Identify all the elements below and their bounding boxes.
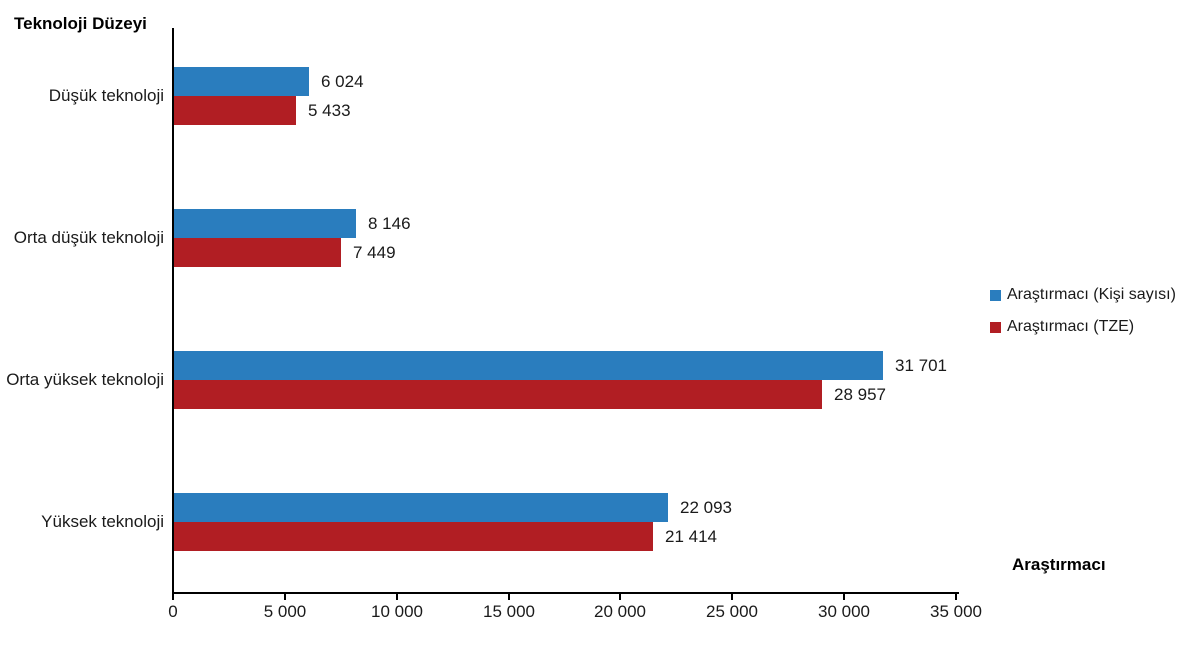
value-label: 22 093 (680, 498, 732, 517)
category-label: Orta düşük teknoloji (13, 228, 164, 247)
legend-swatch-blue-icon (990, 289, 1001, 301)
legend: Araştırmacı (Kişi sayısı) Araştırmacı (T… (990, 285, 1176, 337)
bar-tze (174, 96, 296, 125)
bar-kisi-sayisi (174, 209, 356, 238)
category-label: Orta yüksek teknoloji (6, 370, 164, 389)
bar-tze (174, 522, 653, 551)
x-axis-tick (619, 594, 621, 600)
x-axis-tick (843, 594, 845, 600)
x-axis-title: Araştırmacı (1012, 555, 1106, 574)
bar-tze (174, 238, 341, 267)
x-axis-tick (172, 594, 174, 600)
x-axis-tick (284, 594, 286, 600)
value-label: 6 024 (321, 72, 364, 91)
legend-item-tze: Araştırmacı (TZE) (990, 317, 1176, 337)
value-label: 31 701 (895, 356, 947, 375)
x-axis-tick (396, 594, 398, 600)
bar-kisi-sayisi (174, 493, 668, 522)
x-axis-tick-label: 35 000 (930, 602, 982, 621)
legend-item-kisi-sayisi: Araştırmacı (Kişi sayısı) (990, 285, 1176, 305)
y-axis-line (172, 28, 174, 592)
bar-tze (174, 380, 822, 409)
legend-label-kisi-sayisi: Araştırmacı (Kişi sayısı) (1007, 286, 1176, 303)
x-axis-tick-label: 5 000 (263, 602, 307, 621)
x-axis-tick-label: 20 000 (594, 602, 646, 621)
x-axis-tick (955, 594, 957, 600)
value-label: 28 957 (834, 385, 886, 404)
legend-swatch-red-icon (990, 321, 1001, 333)
x-axis-line (172, 592, 959, 594)
value-label: 8 146 (368, 214, 411, 233)
category-label: Yüksek teknoloji (41, 512, 164, 531)
legend-label-tze: Araştırmacı (TZE) (1007, 318, 1135, 335)
x-axis-tick (731, 594, 733, 600)
x-axis-tick-label: 0 (168, 602, 178, 621)
x-axis-tick (508, 594, 510, 600)
category-label: Düşük teknoloji (48, 86, 164, 105)
bar-kisi-sayisi (174, 351, 883, 380)
value-label: 21 414 (665, 527, 717, 546)
x-axis-tick-label: 15 000 (483, 602, 535, 621)
x-axis-tick-label: 10 000 (371, 602, 423, 621)
value-label: 5 433 (308, 101, 351, 120)
x-axis-tick-label: 25 000 (706, 602, 758, 621)
x-axis-tick-label: 30 000 (818, 602, 870, 621)
value-label: 7 449 (353, 243, 396, 262)
bar-kisi-sayisi (174, 67, 309, 96)
y-axis-title: Teknoloji Düzeyi (14, 14, 147, 33)
